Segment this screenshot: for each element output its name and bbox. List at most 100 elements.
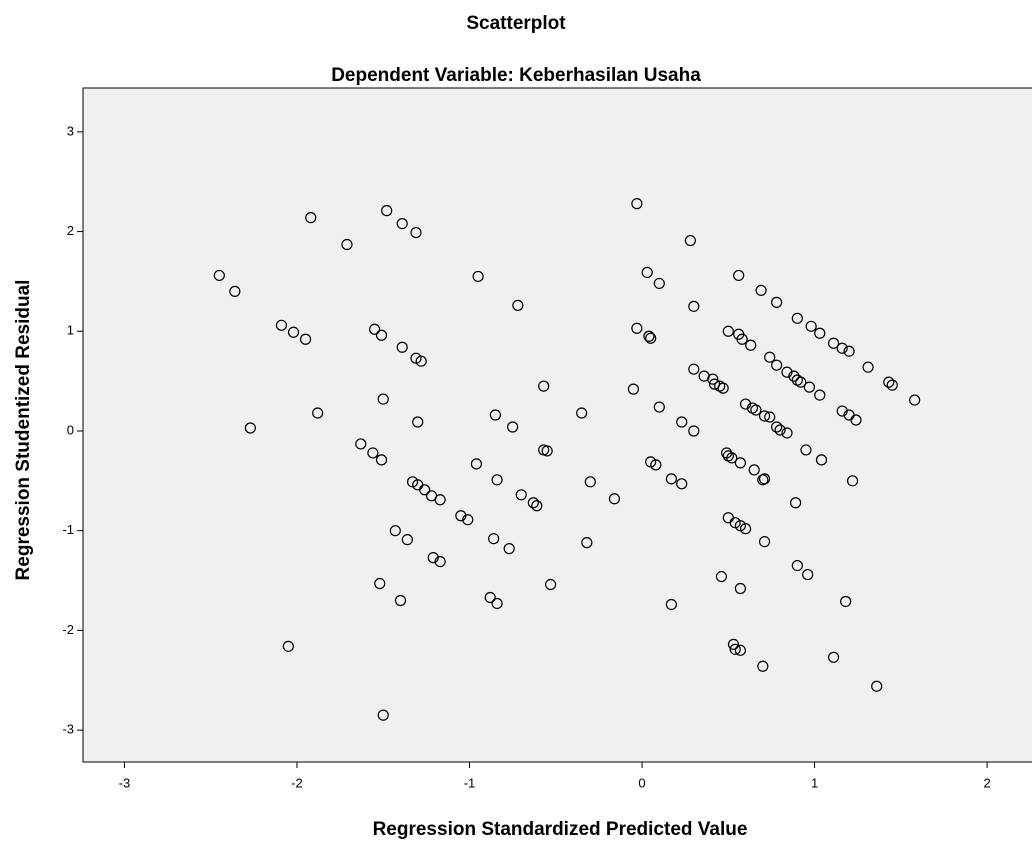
point (750, 404, 762, 416)
point (886, 379, 898, 391)
x-tick-label: 1 (811, 775, 818, 790)
point (791, 312, 803, 324)
point (396, 217, 408, 230)
point (645, 332, 657, 344)
point (631, 322, 643, 334)
point (764, 351, 776, 363)
point (462, 514, 474, 526)
plot-area (82, 87, 1032, 763)
point (676, 416, 688, 428)
point (739, 523, 752, 535)
y-tick-label: 1 (67, 323, 74, 338)
point (515, 489, 527, 501)
point (410, 226, 422, 239)
point (538, 380, 550, 392)
point (375, 329, 388, 341)
point (643, 330, 655, 342)
point (381, 205, 393, 217)
point (814, 327, 826, 339)
point (419, 484, 431, 496)
point (305, 212, 317, 224)
point (764, 411, 776, 423)
x-tick-label: 0 (638, 775, 645, 790)
point (341, 238, 353, 251)
point (491, 474, 503, 486)
point (795, 376, 807, 388)
point (758, 536, 771, 548)
point (287, 326, 300, 338)
point (484, 591, 496, 604)
point (755, 284, 767, 296)
point (758, 410, 771, 422)
point (736, 333, 748, 345)
x-tick-label: -1 (464, 775, 476, 790)
point (576, 407, 588, 419)
point (727, 638, 740, 650)
x-tick-label: 2 (984, 775, 991, 790)
point (733, 269, 745, 282)
point (771, 421, 783, 433)
point (627, 383, 640, 395)
chart-title: Scatterplot (466, 13, 566, 34)
point (377, 709, 389, 721)
point (836, 342, 848, 354)
point (871, 680, 883, 692)
point (541, 445, 553, 457)
x-tick-label: -2 (291, 775, 303, 790)
point (275, 319, 288, 331)
point (729, 643, 741, 655)
point (641, 266, 653, 279)
point (213, 269, 225, 282)
point (375, 454, 388, 466)
y-tick-label: -1 (62, 522, 74, 537)
point (507, 421, 519, 433)
point (488, 533, 500, 545)
point (883, 376, 895, 388)
point (412, 416, 424, 428)
point (788, 370, 800, 382)
point (396, 341, 408, 353)
point (726, 452, 738, 464)
point (434, 494, 446, 506)
point (489, 409, 501, 421)
point (491, 597, 503, 610)
point (581, 537, 593, 549)
point (367, 447, 379, 459)
point (377, 393, 389, 405)
point (472, 270, 484, 283)
point (771, 359, 783, 371)
point (312, 407, 324, 419)
point (584, 476, 596, 488)
point (790, 497, 802, 509)
point (715, 570, 728, 583)
point (805, 320, 817, 332)
point (282, 640, 294, 652)
point (684, 234, 696, 247)
point (717, 382, 729, 394)
point (781, 427, 793, 439)
point (814, 389, 826, 401)
point (503, 543, 515, 555)
y-tick-label: 0 (67, 422, 74, 437)
point (676, 478, 688, 490)
point (434, 555, 446, 568)
point (608, 493, 621, 505)
point (374, 577, 386, 590)
point (688, 425, 700, 437)
x-axis-label: Regression Standardized Predicted Value (373, 819, 748, 840)
point (688, 300, 700, 312)
point (757, 660, 769, 672)
point (774, 424, 786, 436)
point (299, 333, 312, 345)
point (544, 578, 557, 591)
point (653, 277, 665, 290)
point (815, 454, 828, 466)
point (394, 594, 407, 607)
point (531, 500, 543, 512)
point (862, 361, 874, 373)
point (631, 198, 643, 210)
point (757, 474, 769, 486)
point (802, 568, 814, 581)
point (850, 414, 862, 426)
